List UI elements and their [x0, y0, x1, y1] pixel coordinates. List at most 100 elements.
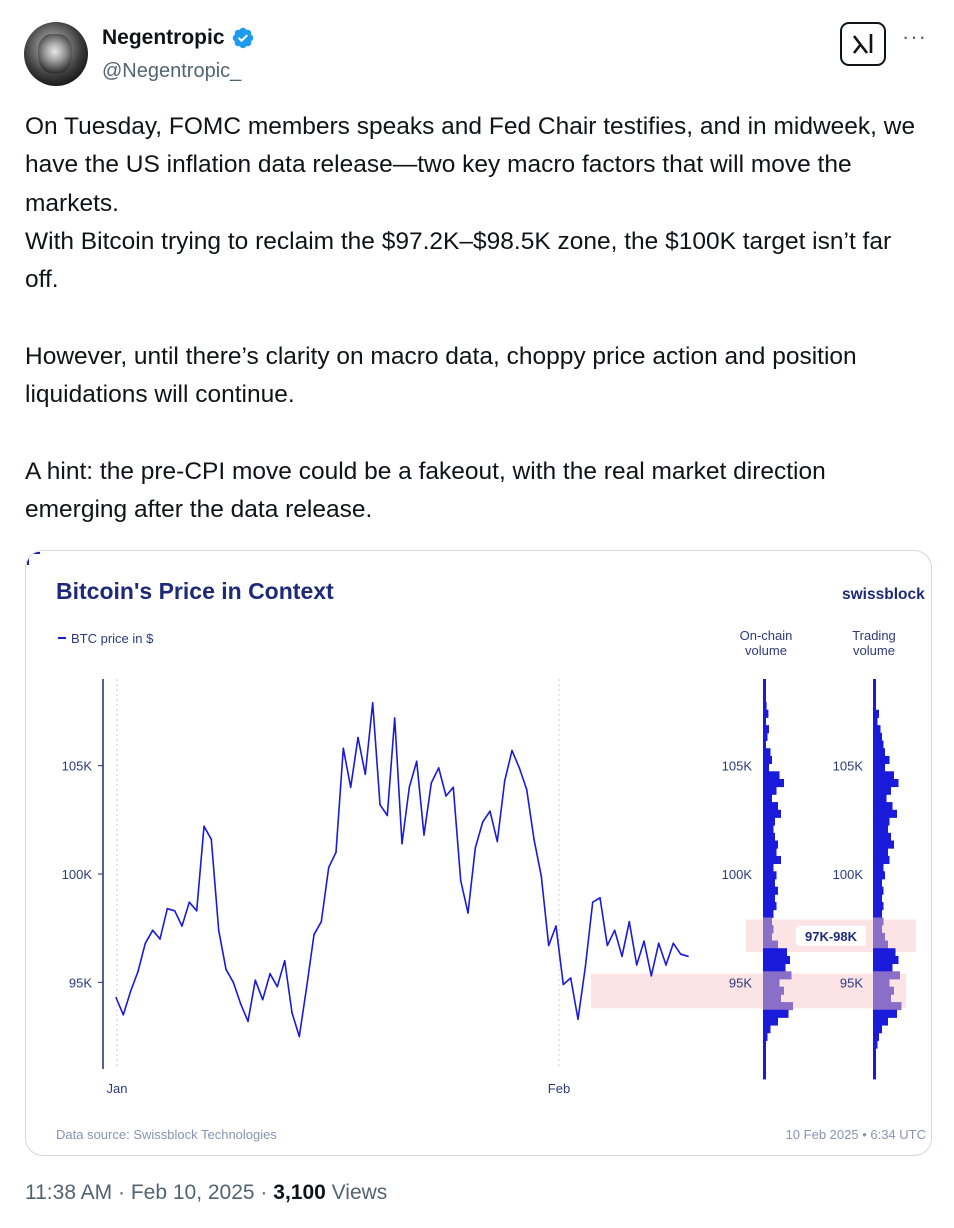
onchain-volume-bar [763, 802, 778, 811]
trading-y-tick-label: 100K [833, 867, 864, 882]
tweet-timestamp[interactable]: 11:38 AM · Feb 10, 2025 · [25, 1181, 274, 1204]
y-tick-label: 100K [62, 867, 93, 882]
btc-price-point [239, 1003, 242, 1005]
trading-volume-bar [873, 1025, 882, 1034]
btc-price-point [210, 838, 213, 841]
onchain-volume-bar [763, 794, 772, 803]
onchain-volume-bar [763, 840, 778, 849]
y-tick-label: 95K [69, 975, 92, 990]
onchain-volume-bar [763, 732, 768, 741]
grok-button[interactable] [840, 22, 886, 66]
onchain-volume-bar [763, 863, 774, 872]
btc-price-point [511, 749, 513, 752]
btc-price-point [173, 910, 176, 912]
trading-volume-bar [873, 902, 884, 911]
onchain-volume-bar [763, 971, 792, 980]
btc-price-point [335, 851, 337, 854]
btc-price-point [305, 985, 308, 988]
trading-volume-bar [873, 763, 885, 772]
trading-volume-bar [873, 925, 882, 934]
onchain-volume-bar [763, 894, 775, 903]
data-source: Data source: Swissblock Technologies [56, 1127, 277, 1142]
trading-volume-bar [873, 786, 891, 795]
onchain-volume-bar [763, 717, 766, 726]
onchain-volume-bar [763, 994, 781, 1003]
btc-price-point [393, 717, 396, 719]
trading-volume-bar [873, 1055, 876, 1065]
trading-volume-bar [873, 840, 894, 849]
trading-volume-bar [873, 894, 882, 903]
trading-volume-bar [873, 963, 893, 972]
zone-label-bg [796, 925, 866, 946]
display-name[interactable]: Negentropic [102, 26, 225, 49]
onchain-volume-bar [763, 986, 784, 995]
onchain-volume-bar [763, 748, 771, 757]
btc-price-point [320, 920, 323, 923]
btc-price-point [599, 897, 601, 899]
onchain-volume-bar [763, 686, 766, 695]
author-handle[interactable]: @Negentropic_ [102, 60, 242, 82]
onchain-volume-bar [763, 825, 774, 834]
btc-price-point [577, 1018, 579, 1020]
onchain-header-line1: On-chain [740, 628, 793, 643]
trading-volume-bar [873, 717, 878, 726]
corner-mark [27, 552, 40, 565]
btc-price-point [188, 901, 191, 903]
btc-price-point [643, 940, 645, 942]
zone-label: 97K-98K [805, 929, 858, 944]
trading-volume-bar [873, 1071, 876, 1080]
onchain-volume-bar [763, 979, 780, 988]
chart-image[interactable]: Bitcoin's Price in Context swissblock BT… [25, 550, 932, 1156]
trading-volume-bar [873, 1063, 876, 1072]
trading-volume-bar [873, 679, 876, 688]
btc-price-point [547, 944, 550, 947]
btc-price-point [386, 814, 389, 817]
onchain-volume-bar [763, 1025, 771, 1034]
btc-price-point [144, 942, 147, 945]
support-zone [591, 973, 906, 1009]
tweet-meta: 11:38 AM · Feb 10, 2025 · 3,100 Views [25, 1181, 387, 1205]
onchain-volume-bar [763, 909, 774, 918]
onchain-volume-bar [763, 940, 778, 949]
onchain-volume-bar [763, 955, 790, 965]
btc-price-point [137, 970, 139, 973]
trading-volume-bar [873, 879, 882, 888]
btc-price-point [525, 788, 528, 791]
btc-price-point [452, 786, 455, 789]
x-tick-label: Feb [548, 1081, 570, 1096]
views-count: 3,100 [273, 1181, 326, 1204]
trading-volume-bar [873, 771, 894, 780]
btc-price-point [283, 959, 286, 962]
onchain-volume-bar [763, 1040, 766, 1049]
trading-volume-bar [873, 702, 876, 711]
btc-price-point [261, 998, 264, 1001]
trading-volume-bar [873, 794, 887, 803]
more-options-icon[interactable]: ··· [902, 24, 927, 49]
btc-price-point [408, 786, 411, 789]
onchain-volume-bar [763, 1002, 793, 1011]
onchain-y-tick-label: 95K [729, 975, 752, 990]
trading-volume-bar [873, 809, 897, 818]
legend-label: BTC price in $ [71, 631, 154, 646]
btc-price-point [115, 996, 117, 999]
trading-volume-bar [873, 871, 885, 880]
btc-price-point [562, 983, 565, 986]
btc-price-point [481, 821, 484, 823]
trading-volume-bar [873, 1009, 897, 1018]
btc-price-point [313, 933, 315, 936]
trading-volume-bar [873, 740, 884, 749]
onchain-volume-bar [763, 848, 777, 857]
btc-price-point [371, 702, 374, 704]
trading-volume-bar [873, 732, 882, 741]
onchain-volume-bar [763, 779, 784, 788]
btc-price-point [474, 847, 477, 849]
btc-price-point [232, 981, 235, 984]
btc-price-point [591, 901, 594, 903]
trading-volume-bar [873, 825, 888, 834]
btc-price-point [423, 834, 425, 836]
btc-price-point [342, 747, 345, 750]
btc-price-point [672, 942, 675, 945]
trading-volume-bar [873, 1017, 888, 1026]
avatar[interactable] [24, 22, 88, 86]
onchain-volume-bar [763, 963, 786, 972]
